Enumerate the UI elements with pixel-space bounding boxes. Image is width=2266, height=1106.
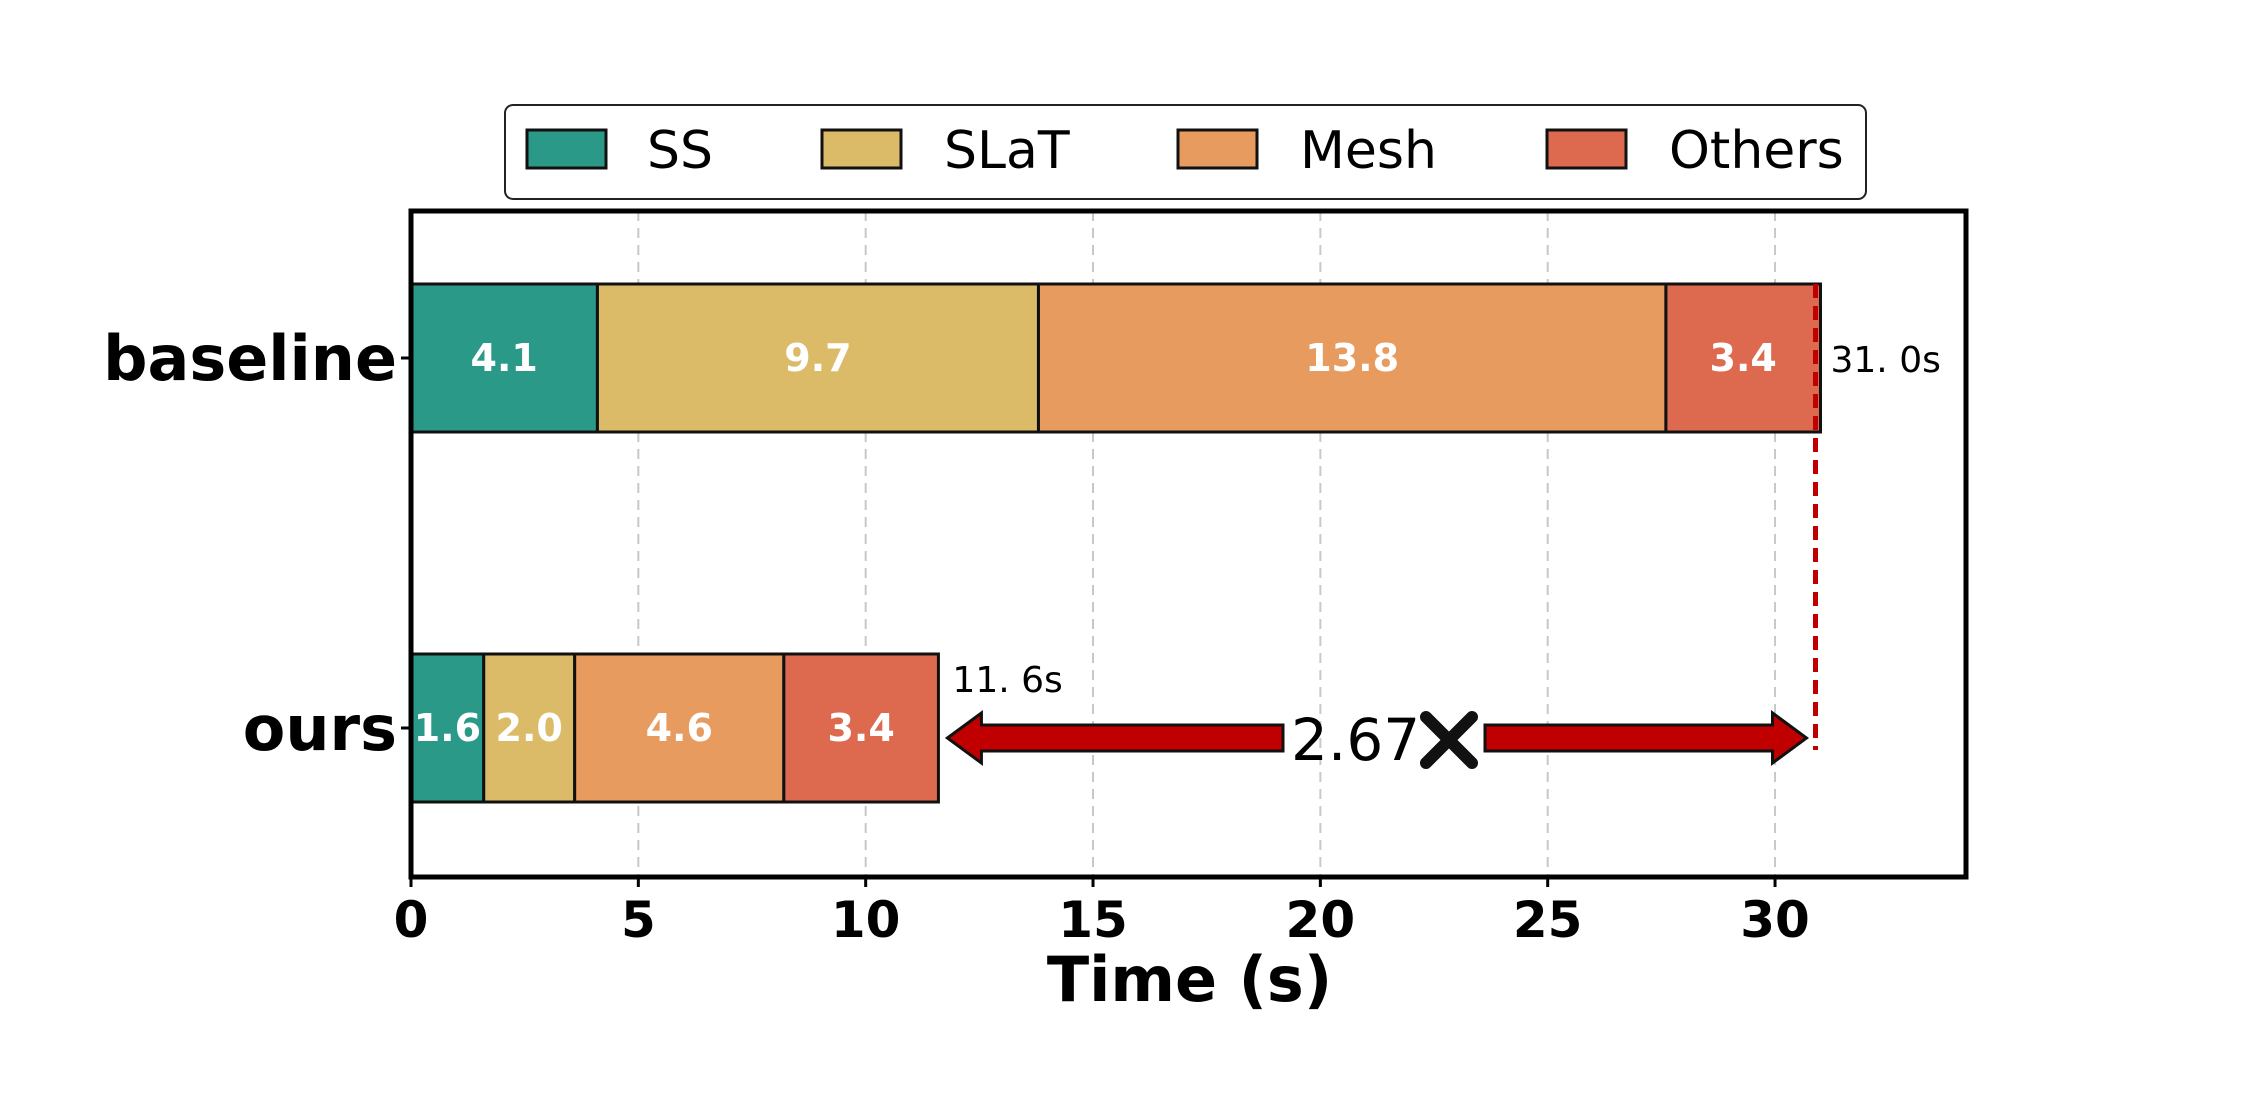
legend: SS SLaT Mesh Others [504,104,1867,200]
x-tick-label: 30 [1740,891,1810,949]
x-tick-label: 10 [831,891,901,949]
x-tick-label: 0 [394,891,429,949]
axis-ticks: 0 5 10 15 20 25 30 [394,877,1810,949]
bar-segment-slat [595,282,1040,434]
speedup-label: 2.67 [1291,706,1420,774]
legend-entry-label: Others [1669,121,1844,181]
legend-entry-label: SLaT [944,121,1070,181]
segment-value-label: 3.4 [1710,336,1777,380]
bar-segment-others [782,652,940,804]
segment-value-label: 13.8 [1305,336,1399,380]
x-tick-label: 5 [621,891,656,949]
bar-segment-slat [482,652,577,804]
legend-swatch-mesh [1176,128,1259,170]
legend-swatch-ss [525,128,608,170]
segment-value-label: 1.6 [414,706,481,750]
legend-swatch-slat [820,128,903,170]
segment-value-label: 4.6 [646,706,713,750]
segment-value-label: 4.1 [471,336,538,380]
legend-swatch-others [1545,128,1628,170]
bar-segment-others [1664,282,1823,434]
baseline-total-label: 31. 0s [1831,340,1941,381]
x-tick-label: 20 [1286,891,1356,949]
annotations: 31. 0s 11. 6s 2.67 [944,284,1941,774]
bars: 4.1 9.7 13.8 3.4 1.6 2.0 4.6 3.4 [409,282,1823,804]
legend-entry-label: Mesh [1300,121,1437,181]
plot-frame [408,208,1969,880]
x-tick-label: 15 [1058,891,1128,949]
bar-segment-mesh [1036,282,1668,434]
category-labels: baseline ours [103,322,411,765]
category-label: ours [243,692,397,765]
legend-entry-label: SS [647,121,713,181]
segment-value-label: 9.7 [784,336,851,380]
bar-segment-ss [409,282,599,434]
segment-value-label: 2.0 [496,706,563,750]
ours-total-label: 11. 6s [952,660,1062,701]
x-tick-label: 25 [1513,891,1583,949]
multiply-x-icon [1420,711,1478,769]
x-axis-title: Time (s) [1047,943,1332,1016]
multiply-x-stroke [1420,711,1478,769]
left-arrow-icon [944,710,1285,766]
right-arrow-icon [1483,710,1810,766]
bar-segment-mesh [573,652,786,804]
category-label: baseline [103,322,397,395]
segment-value-label: 3.4 [827,706,894,750]
